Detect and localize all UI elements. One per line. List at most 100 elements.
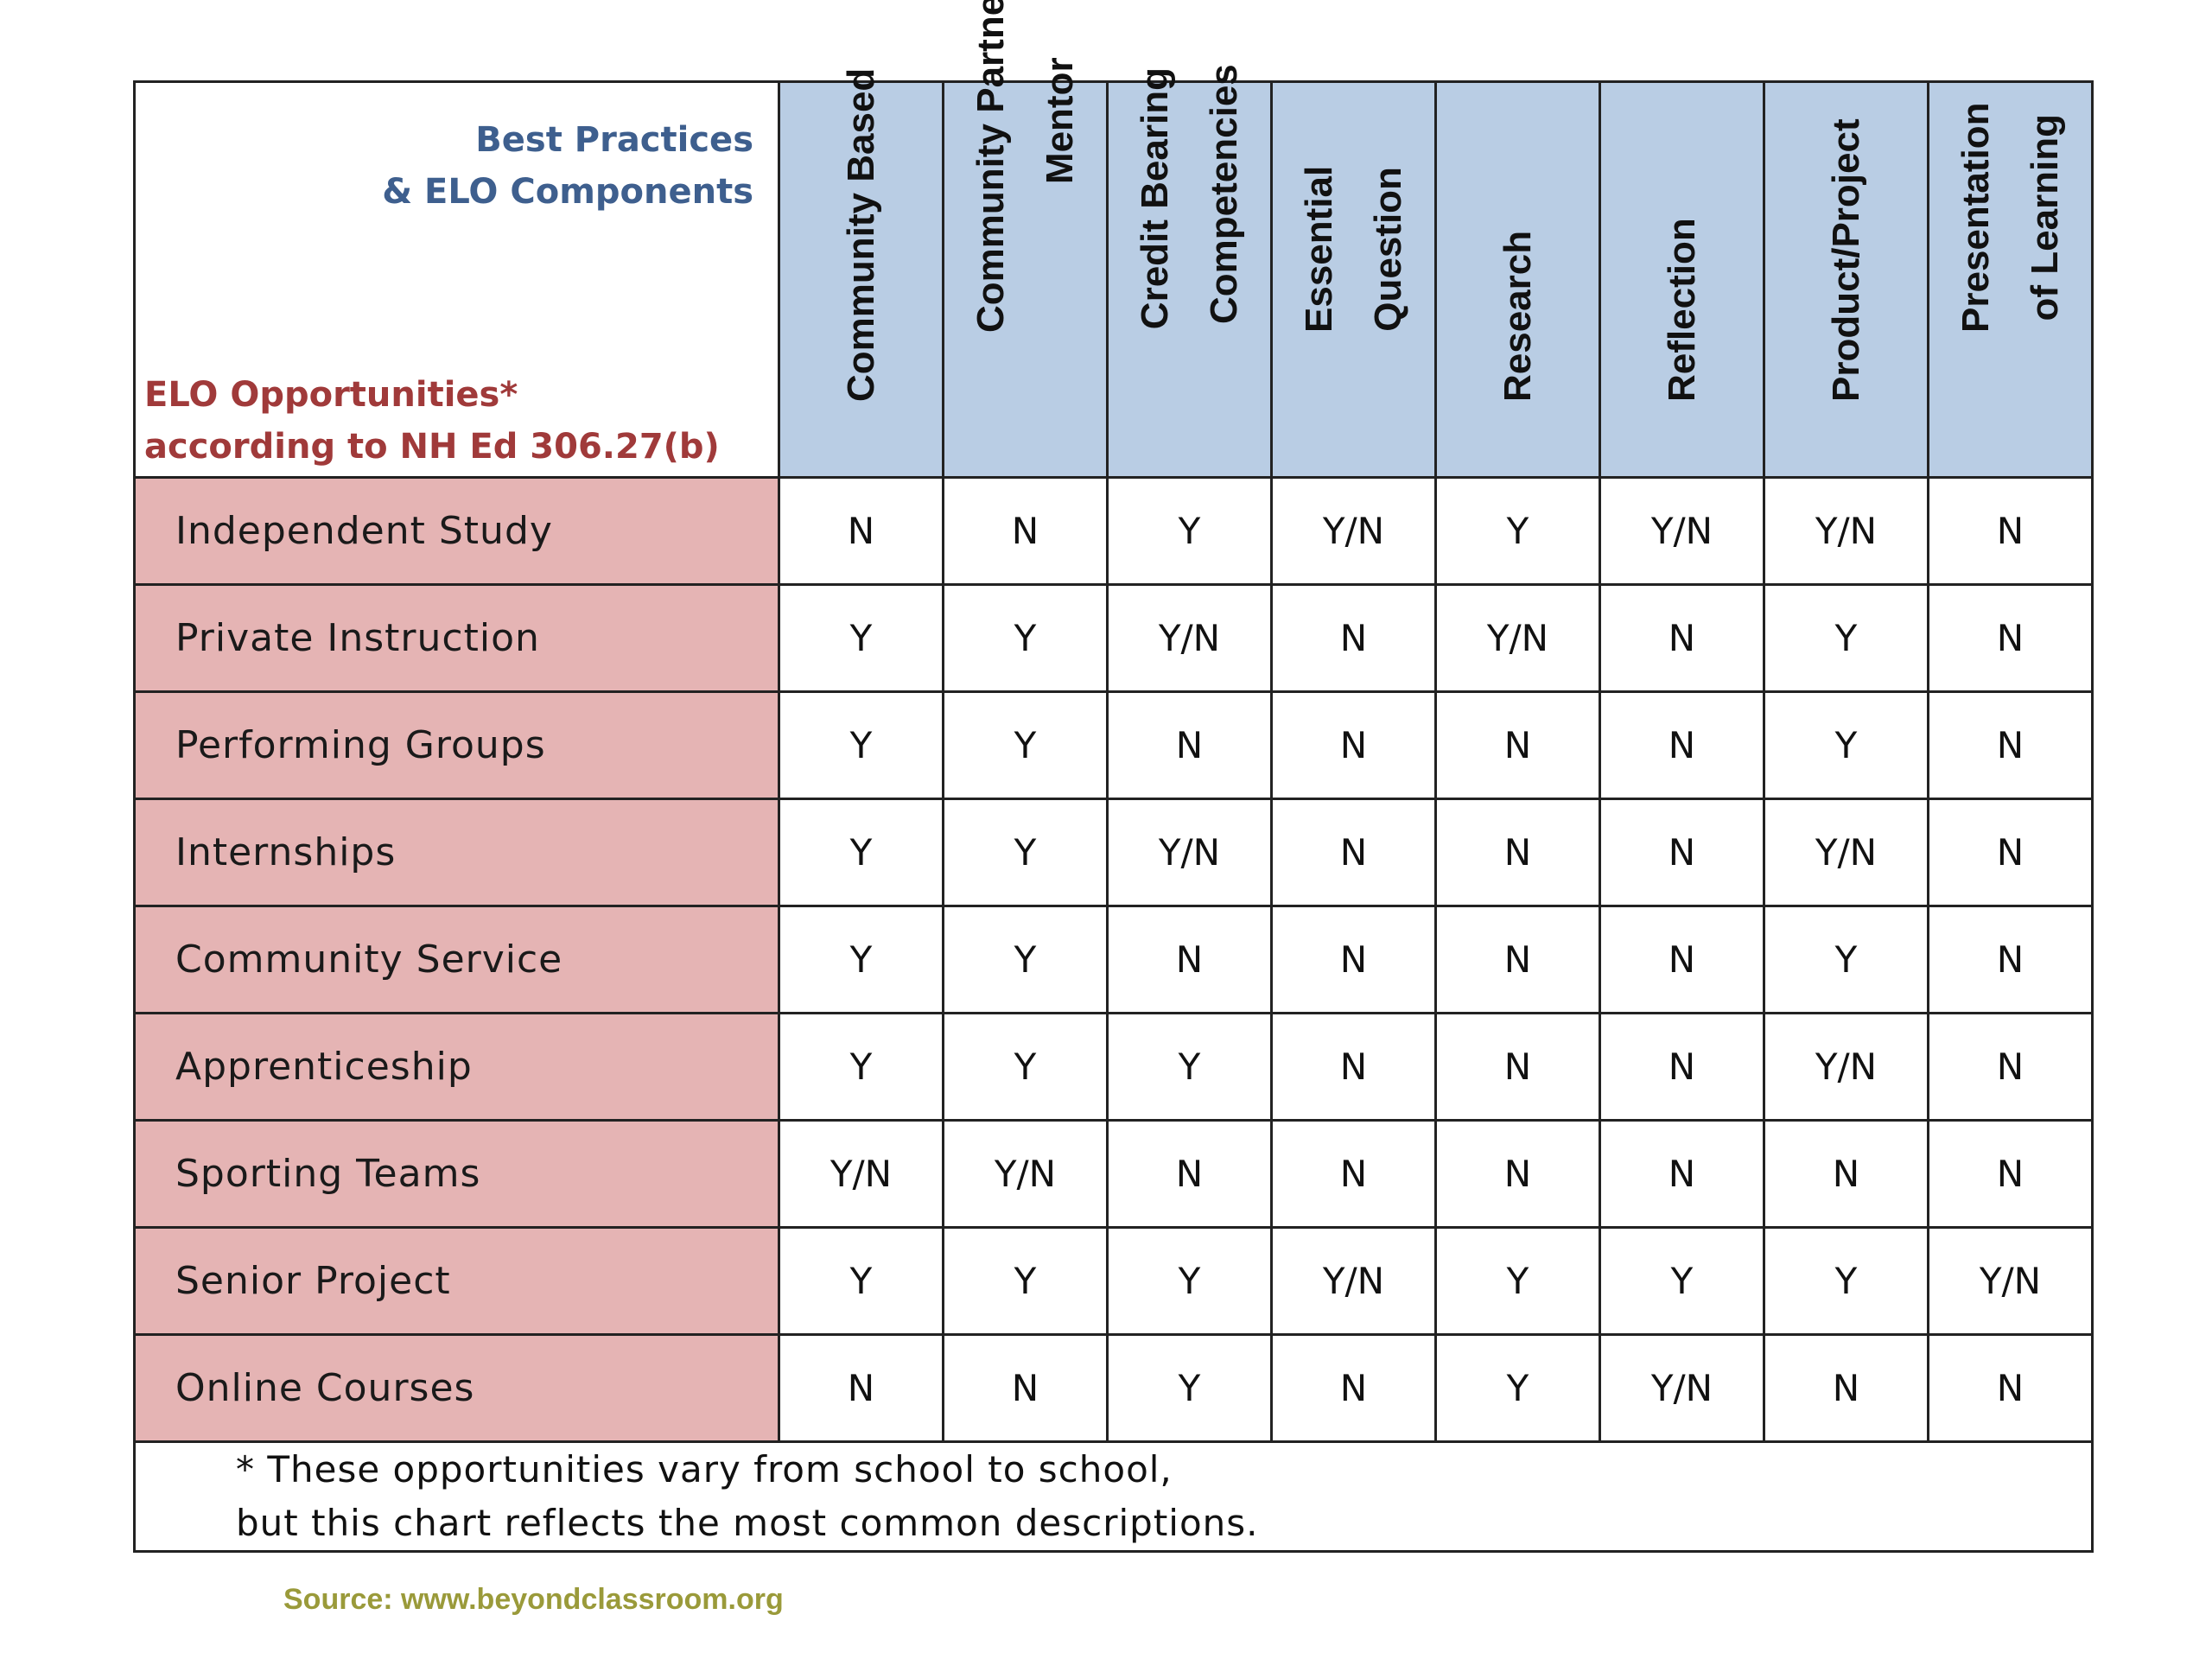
table-cell: Y/N bbox=[1763, 798, 1929, 907]
table-cell: N bbox=[1927, 1333, 2094, 1443]
table-cell: Y bbox=[942, 690, 1109, 800]
table-cell: Y bbox=[1106, 1333, 1273, 1443]
table-cell: Y bbox=[778, 690, 944, 800]
table-cell: N bbox=[1927, 1119, 2094, 1229]
table-cell: Y bbox=[1763, 905, 1929, 1014]
elo-opportunities-line1: ELO Opportunities* bbox=[144, 375, 518, 415]
table-cell: Y/N bbox=[778, 1119, 944, 1229]
best-practices-heading: Best Practices & ELO Components bbox=[382, 114, 753, 218]
table-cell: N bbox=[1927, 905, 2094, 1014]
column-header-label-line2: Question bbox=[1366, 167, 1409, 332]
table-cell: N bbox=[1434, 690, 1601, 800]
table-cell: Y bbox=[778, 583, 944, 693]
header-row: Best Practices & ELO Components ELO Oppo… bbox=[133, 0, 2094, 479]
footnote: * These opportunities vary from school t… bbox=[133, 1440, 2094, 1553]
table-cell: N bbox=[1927, 798, 2094, 907]
row-label: Sporting Teams bbox=[133, 1119, 780, 1229]
table-row: Performing Groups Y Y N N N N Y N bbox=[133, 690, 2094, 800]
table-cell: Y/N bbox=[942, 1119, 1109, 1229]
table-cell: Y bbox=[1434, 476, 1601, 586]
source-credit: Source: www.beyondclassroom.org bbox=[283, 1583, 784, 1616]
table-cell: Y bbox=[778, 1012, 944, 1122]
row-label: Performing Groups bbox=[133, 690, 780, 800]
column-header-credit-bearing-competencies: Credit Bearing Competencies bbox=[1106, 64, 1273, 479]
table-cell: Y/N bbox=[1106, 798, 1273, 907]
table-cell: Y bbox=[1763, 1226, 1929, 1336]
table-cell: N bbox=[1270, 1119, 1437, 1229]
table-cell: N bbox=[1106, 690, 1273, 800]
footnote-row: * These opportunities vary from school t… bbox=[133, 1440, 2094, 1553]
table-cell: N bbox=[1270, 1333, 1437, 1443]
column-header-label: Presentation bbox=[1954, 102, 1997, 333]
column-header-label: Essential bbox=[1297, 165, 1340, 333]
table-row: Community Service Y Y N N N N Y N bbox=[133, 905, 2094, 1014]
table-row: Online Courses N N Y N Y Y/N N N bbox=[133, 1333, 2094, 1443]
table-cell: N bbox=[1599, 905, 1765, 1014]
elo-opportunities-heading: ELO Opportunities* according to NH Ed 30… bbox=[144, 369, 720, 473]
table-cell: N bbox=[1270, 690, 1437, 800]
table-cell: Y bbox=[942, 905, 1109, 1014]
row-label: Private Instruction bbox=[133, 583, 780, 693]
best-practices-line1: Best Practices bbox=[475, 120, 753, 160]
table-cell: N bbox=[1599, 798, 1765, 907]
column-header-community-based: Community Based bbox=[778, 68, 944, 479]
row-label: Internships bbox=[133, 798, 780, 907]
table-cell: N bbox=[1927, 476, 2094, 586]
table-cell: N bbox=[1763, 1333, 1929, 1443]
table-cell: N bbox=[1270, 1012, 1437, 1122]
table-cell: Y bbox=[942, 1226, 1109, 1336]
row-label: Independent Study bbox=[133, 476, 780, 586]
table-cell: N bbox=[1599, 690, 1765, 800]
table-cell: Y bbox=[1106, 476, 1273, 586]
column-header-product-project: Product/Project bbox=[1763, 80, 1929, 479]
table-cell: Y bbox=[1599, 1226, 1765, 1336]
table-cell: Y bbox=[1106, 1012, 1273, 1122]
best-practices-line2: & ELO Components bbox=[382, 172, 753, 212]
row-label: Apprenticeship bbox=[133, 1012, 780, 1122]
elo-opportunities-line2: according to NH Ed 306.27(b) bbox=[144, 427, 720, 467]
table-cell: Y/N bbox=[1599, 476, 1765, 586]
table-cell: N bbox=[1434, 1119, 1601, 1229]
table-row: Private Instruction Y Y Y/N N Y/N N Y N bbox=[133, 583, 2094, 693]
table-cell: Y bbox=[942, 583, 1109, 693]
column-header-community-partner-mentor: Community Partner/Mentor bbox=[942, 0, 1109, 479]
table-cell: Y bbox=[1434, 1226, 1601, 1336]
table-cell: N bbox=[1434, 905, 1601, 1014]
table-cell: Y bbox=[942, 798, 1109, 907]
elo-comparison-table: Best Practices & ELO Components ELO Oppo… bbox=[133, 0, 2094, 1553]
table-cell: Y bbox=[1763, 690, 1929, 800]
table-row: Apprenticeship Y Y Y N N N Y/N N bbox=[133, 1012, 2094, 1122]
column-header-essential-question: Essential Question bbox=[1270, 80, 1437, 479]
table-cell: Y/N bbox=[1599, 1333, 1765, 1443]
row-label: Senior Project bbox=[133, 1226, 780, 1336]
column-header-label: Reflection bbox=[1660, 218, 1703, 402]
corner-header-cell: Best Practices & ELO Components ELO Oppo… bbox=[133, 80, 780, 479]
table-cell: N bbox=[778, 476, 944, 586]
table-cell: N bbox=[778, 1333, 944, 1443]
table-cell: N bbox=[1927, 690, 2094, 800]
column-header-presentation-of-learning: Presentation of Learning bbox=[1927, 80, 2094, 479]
table-cell: N bbox=[942, 476, 1109, 586]
column-header-label: Product/Project bbox=[1824, 118, 1867, 402]
row-label: Online Courses bbox=[133, 1333, 780, 1443]
column-header-label: Research bbox=[1496, 230, 1539, 402]
table-cell: N bbox=[1599, 583, 1765, 693]
table-cell: Y/N bbox=[1270, 476, 1437, 586]
table-cell: N bbox=[1270, 905, 1437, 1014]
footnote-line1: * These opportunities vary from school t… bbox=[236, 1448, 1173, 1491]
table-cell: Y bbox=[778, 798, 944, 907]
column-header-label: Community Partner/ bbox=[969, 0, 1012, 333]
table-cell: N bbox=[1270, 798, 1437, 907]
table-cell: Y/N bbox=[1927, 1226, 2094, 1336]
table-cell: N bbox=[1270, 583, 1437, 693]
table-cell: Y/N bbox=[1270, 1226, 1437, 1336]
table-cell: Y/N bbox=[1763, 476, 1929, 586]
column-header-research: Research bbox=[1434, 80, 1601, 479]
table-cell: Y bbox=[1763, 583, 1929, 693]
table-row: Senior Project Y Y Y Y/N Y Y Y Y/N bbox=[133, 1226, 2094, 1336]
table-cell: Y bbox=[942, 1012, 1109, 1122]
table-cell: Y bbox=[778, 1226, 944, 1336]
table-row: Independent Study N N Y Y/N Y Y/N Y/N N bbox=[133, 476, 2094, 586]
table-cell: Y bbox=[778, 905, 944, 1014]
column-header-label-line2: Competencies bbox=[1202, 64, 1245, 324]
